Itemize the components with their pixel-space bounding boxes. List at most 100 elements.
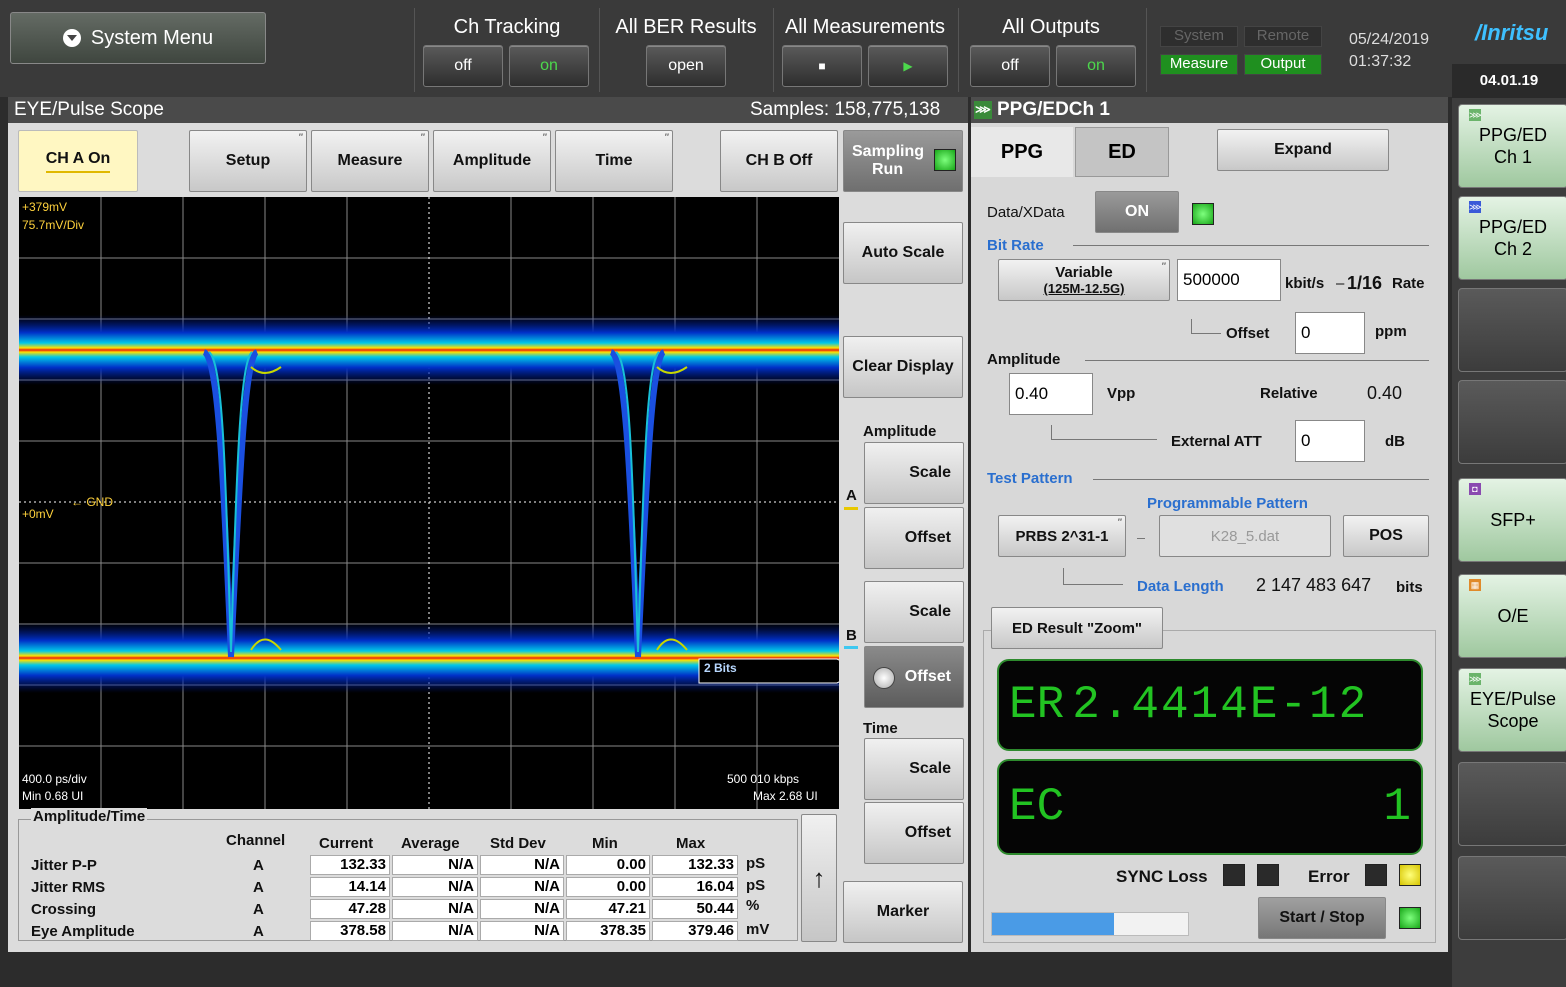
system-menu-label: System Menu: [90, 26, 214, 49]
bits-unit: bits: [1396, 579, 1423, 596]
time-section-title: Time: [863, 720, 898, 737]
softkey-label: Ch 2: [1493, 239, 1533, 259]
all-ber-open-button[interactable]: open: [646, 45, 726, 87]
auto-scale-button[interactable]: Auto Scale: [843, 222, 963, 284]
softkey-blank: [1458, 288, 1566, 372]
col-channel: Channel: [226, 832, 286, 849]
knob-icon: [873, 667, 895, 689]
expand-button[interactable]: Expand: [1217, 129, 1389, 171]
amplitude-a-offset-button[interactable]: Offset: [864, 507, 964, 569]
scroll-up-button[interactable]: ↑: [801, 814, 837, 942]
connector: [1191, 333, 1221, 334]
ch-b-off-button[interactable]: CH B Off: [720, 130, 838, 192]
divider: [414, 8, 415, 92]
all-outputs-off-button[interactable]: off: [970, 45, 1050, 87]
system-menu-button[interactable]: System Menu: [10, 12, 266, 64]
samples-count: Samples: 158,775,138: [750, 99, 941, 120]
eye-diagram-svg: [19, 197, 839, 809]
time: 01:37:32: [1349, 53, 1412, 70]
rate-label: 500 010 kbps: [727, 772, 800, 786]
row-channel: A: [253, 857, 264, 874]
kbits-unit: kbit/s: [1285, 275, 1325, 292]
amplitude-b-offset-button[interactable]: Offset: [864, 646, 964, 708]
measure-status: Measure: [1160, 54, 1238, 75]
programmable-file-button[interactable]: K28_5.dat: [1159, 515, 1331, 557]
data-on-led: [1192, 203, 1214, 225]
external-att-input[interactable]: 0: [1295, 420, 1365, 462]
row-channel: A: [253, 879, 264, 896]
eye-diagram-plot: +379mV 75.7mV/Div ← GND +0mV 400.0 ps/di…: [19, 197, 839, 809]
tab-ppg[interactable]: PPG: [971, 127, 1073, 177]
version-label: 04.01.19: [1452, 64, 1566, 98]
ch-tracking-off-button[interactable]: off: [423, 45, 503, 87]
start-stop-button[interactable]: Start / Stop: [1258, 897, 1386, 939]
marker-button[interactable]: Marker: [843, 881, 963, 943]
time-button[interactable]: ″ Time: [555, 130, 673, 192]
stop-icon[interactable]: ■: [782, 45, 862, 87]
ch-tracking-title: Ch Tracking: [453, 16, 561, 38]
softkey-sfp[interactable]: ◘ SFP+: [1458, 478, 1566, 562]
run-label: Run: [872, 161, 904, 178]
time-label: Time: [595, 152, 633, 169]
sampling-run-button[interactable]: Sampling Run: [843, 130, 963, 192]
bit-rate-title: Bit Rate: [987, 237, 1044, 254]
cell-average: N/A: [392, 921, 478, 941]
channel-icon: ⋙: [974, 101, 992, 119]
offset-input[interactable]: 0: [1295, 312, 1365, 354]
play-icon[interactable]: ▶: [868, 45, 948, 87]
er-label: ER: [1009, 679, 1065, 731]
softkey-ppg-ed-ch1[interactable]: ⋙ PPG/ED Ch 1: [1458, 104, 1566, 188]
data-length-value: 2 147 483 647: [1256, 575, 1372, 595]
transition-traces: [202, 349, 667, 658]
setup-button[interactable]: ″ Setup: [189, 130, 307, 192]
amplitude-b-scale-button[interactable]: Scale: [864, 581, 964, 643]
softkey-label: PPG/ED: [1478, 217, 1548, 237]
menu-corner-icon: ″: [420, 132, 425, 142]
ppm-unit: ppm: [1375, 323, 1407, 340]
channel-icon: ⋙: [1469, 109, 1482, 121]
row-label: Crossing: [31, 901, 97, 918]
menu-corner-icon: ″: [1161, 261, 1166, 271]
softkey-eye-pulse-scope[interactable]: ⋙ EYE/Pulse Scope: [1458, 668, 1566, 752]
remote-status: Remote: [1244, 26, 1322, 47]
cell-min: 47.21: [566, 899, 650, 919]
time-offset-button[interactable]: Offset: [864, 802, 964, 864]
softkey-ppg-ed-ch2[interactable]: ⋙ PPG/ED Ch 2: [1458, 196, 1566, 280]
bitrate-input[interactable]: 500000: [1177, 259, 1281, 301]
amplitude-a-scale-button[interactable]: Scale: [864, 442, 964, 504]
sampling-led: [934, 149, 956, 171]
ch-a-on-button[interactable]: CH A On: [18, 130, 138, 192]
amplitude-input[interactable]: 0.40: [1009, 373, 1093, 415]
connector: [1191, 319, 1192, 333]
time-scale-button[interactable]: Scale: [864, 738, 964, 800]
cell-stddev: N/A: [480, 877, 564, 897]
data-on-button[interactable]: ON: [1095, 191, 1179, 233]
ppg-ed-panel: ⋙ PPG/EDCh 1 PPG ED Expand Data/XData ON…: [971, 97, 1448, 952]
variable-bitrate-button[interactable]: ″ Variable (125M-12.5G): [998, 259, 1170, 301]
tab-ed[interactable]: ED: [1075, 127, 1169, 177]
error-count-display: EC 1: [997, 759, 1423, 855]
softkey-label: O/E: [1497, 606, 1529, 626]
channel-icon: ⋙: [1469, 201, 1482, 213]
data-xdata-label: Data/XData: [987, 204, 1065, 221]
softkey-label: SFP+: [1490, 510, 1536, 530]
system-status: System: [1160, 26, 1238, 47]
channel-a-color: [844, 507, 858, 510]
softkey-label: Scope: [1487, 711, 1539, 731]
ed-result-zoom-button[interactable]: ED Result "Zoom": [991, 607, 1163, 649]
prbs-pattern-button[interactable]: ″ PRBS 2^31-1: [998, 515, 1126, 557]
ec-value: 1: [1383, 781, 1411, 833]
scope-header: EYE/Pulse Scope Samples: 158,775,138: [8, 97, 968, 123]
ch-tracking-on-button[interactable]: on: [509, 45, 589, 87]
amplitude-button[interactable]: ″ Amplitude: [433, 130, 551, 192]
clear-display-button[interactable]: Clear Display: [843, 336, 963, 398]
pos-button[interactable]: POS: [1343, 515, 1429, 557]
cell-min: 0.00: [566, 877, 650, 897]
er-value: 2.4414E-12: [1072, 679, 1369, 731]
softkey-oe[interactable]: ▦ O/E: [1458, 574, 1566, 658]
softkey-blank: [1458, 856, 1566, 940]
all-outputs-on-button[interactable]: on: [1056, 45, 1136, 87]
gnd-label: GND: [86, 495, 114, 509]
measure-button[interactable]: ″ Measure: [311, 130, 429, 192]
gnd-marker: ← GND: [71, 495, 114, 509]
